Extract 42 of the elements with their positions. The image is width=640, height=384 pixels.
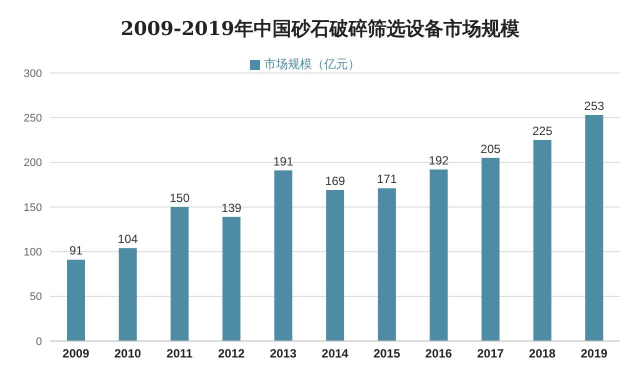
legend-label: 市场规模（亿元） xyxy=(264,57,360,71)
data-label: 171 xyxy=(376,172,398,186)
x-tick-label: 2011 xyxy=(166,346,193,361)
bar xyxy=(326,190,344,341)
y-tick-label: 300 xyxy=(24,68,42,80)
x-tick-label: 2018 xyxy=(528,346,556,361)
chart-title: 2009-2019年中国砂石破碎筛选设备市场规模 xyxy=(120,17,520,42)
data-label: 104 xyxy=(118,232,138,246)
bar xyxy=(482,158,500,341)
bar xyxy=(585,114,604,341)
data-label: 91 xyxy=(69,244,83,258)
y-tick-label: 100 xyxy=(24,246,42,259)
data-label: 225 xyxy=(532,124,553,138)
data-label: 169 xyxy=(325,174,346,188)
bar xyxy=(430,169,448,341)
x-tick-label: 2015 xyxy=(373,346,400,361)
x-tick-label: 2010 xyxy=(114,346,142,361)
data-label: 139 xyxy=(221,200,242,215)
bar xyxy=(67,260,85,341)
data-label: 205 xyxy=(480,142,501,156)
data-label: 150 xyxy=(170,191,190,205)
bar xyxy=(533,140,552,341)
y-tick-label: 250 xyxy=(24,112,42,125)
y-tick-label: 150 xyxy=(24,202,42,214)
x-tick-label: 2009 xyxy=(62,346,90,361)
y-tick-label: 50 xyxy=(30,291,42,304)
data-label: 192 xyxy=(428,153,450,168)
x-tick-label: 2019 xyxy=(580,346,608,361)
x-tick-label: 2016 xyxy=(425,346,452,361)
bar xyxy=(118,248,137,341)
bar xyxy=(222,216,240,341)
bar xyxy=(170,207,189,341)
y-tick-label: 200 xyxy=(24,157,42,170)
y-tick-label: 0 xyxy=(36,336,42,348)
x-tick-label: 2012 xyxy=(218,346,246,361)
bar xyxy=(274,170,292,341)
x-tick-label: 2013 xyxy=(270,346,297,361)
x-tick-label: 2014 xyxy=(322,346,349,361)
x-tick-label: 2017 xyxy=(477,346,504,361)
bar xyxy=(378,188,396,341)
data-label: 191 xyxy=(273,154,294,168)
data-label: 253 xyxy=(584,98,605,113)
